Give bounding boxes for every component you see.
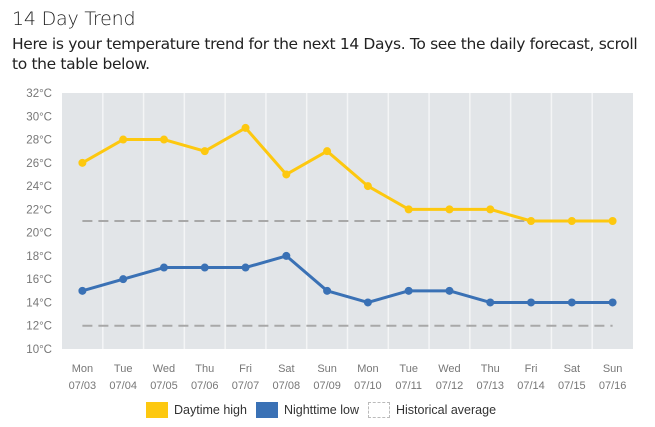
y-tick-label: 28°C xyxy=(26,135,52,147)
nighttime-data-point xyxy=(363,298,372,307)
x-tick-day-label: Fri xyxy=(239,363,252,375)
daytime-data-point xyxy=(486,205,495,214)
legend-item-daytime[interactable]: Daytime high xyxy=(146,402,247,418)
x-tick-day-label: Thu xyxy=(195,363,214,375)
nighttime-data-point xyxy=(445,286,454,295)
nighttime-data-point xyxy=(159,263,168,272)
daytime-data-point xyxy=(608,217,617,225)
nighttime-data-point xyxy=(323,286,332,295)
page-subtitle: Here is your temperature trend for the n… xyxy=(12,35,638,73)
daytime-data-point xyxy=(159,135,168,144)
x-tick-date-label: 07/14 xyxy=(517,380,545,392)
y-tick-label: 32°C xyxy=(26,88,52,100)
x-tick-date-label: 07/06 xyxy=(191,380,219,392)
x-tick-date-label: 07/09 xyxy=(313,380,341,392)
daytime-data-point xyxy=(119,135,128,144)
x-tick-day-label: Tue xyxy=(399,363,418,375)
page-title: 14 Day Trend xyxy=(12,8,136,30)
x-tick-day-label: Tue xyxy=(114,363,133,375)
nighttime-swatch-icon xyxy=(255,402,278,418)
y-tick-label: 26°C xyxy=(26,158,52,170)
y-tick-label: 24°C xyxy=(26,181,52,193)
y-tick-label: 22°C xyxy=(26,204,52,216)
y-tick-label: 14°C xyxy=(26,297,52,309)
x-tick-date-label: 07/11 xyxy=(395,380,422,392)
x-tick-day-label: Sun xyxy=(317,363,337,375)
nighttime-data-point xyxy=(282,251,291,260)
temperature-trend-chart: 10°C 12°C 14°C 16°C 18°C 20°C 22°C 24°C 26°C 28°C… xyxy=(26,88,633,392)
daytime-data-point xyxy=(241,123,250,132)
x-tick-day-label: Mon xyxy=(357,363,378,375)
legend-item-nighttime[interactable]: Nighttime low xyxy=(255,402,359,418)
nighttime-data-point xyxy=(404,286,413,295)
nighttime-data-point xyxy=(119,275,128,284)
daytime-data-point xyxy=(282,170,291,179)
daytime-data-point xyxy=(404,205,413,214)
x-tick-day-label: Wed xyxy=(438,363,460,375)
daytime-data-point xyxy=(567,217,576,225)
x-tick-date-label: 07/03 xyxy=(69,380,97,392)
x-tick-date-label: 07/10 xyxy=(354,380,382,392)
daytime-swatch-icon xyxy=(146,402,168,418)
x-tick-date-label: 07/05 xyxy=(150,380,178,392)
nighttime-data-point xyxy=(608,298,617,307)
nighttime-data-point xyxy=(78,286,87,295)
daytime-data-point xyxy=(363,182,372,191)
y-tick-label: 20°C xyxy=(26,228,52,240)
daytime-data-point xyxy=(323,147,332,156)
y-tick-label: 10°C xyxy=(26,344,52,356)
chart-legend: Daytime high Nighttime low Historical av… xyxy=(146,402,505,418)
x-tick-day-label: Thu xyxy=(481,363,500,375)
legend-label-historical: Historical average xyxy=(395,403,497,417)
y-tick-label: 30°C xyxy=(26,111,52,123)
nighttime-data-point xyxy=(200,263,209,272)
x-tick-date-label: 07/16 xyxy=(599,380,627,392)
nighttime-data-point xyxy=(567,298,576,307)
x-tick-date-label: 07/13 xyxy=(476,380,504,392)
daytime-data-point xyxy=(445,205,454,214)
historical-swatch-icon xyxy=(367,402,390,418)
x-tick-day-label: Sat xyxy=(564,363,581,375)
x-tick-day-label: Sun xyxy=(603,363,623,375)
x-tick-date-label: 07/15 xyxy=(558,380,586,392)
x-tick-day-label: Fri xyxy=(525,363,538,375)
y-tick-label: 16°C xyxy=(26,274,52,286)
x-tick-date-label: 07/12 xyxy=(436,380,464,392)
x-tick-date-label: 07/04 xyxy=(109,380,137,392)
legend-label-daytime: Daytime high xyxy=(174,403,247,417)
nighttime-series-line xyxy=(81,254,613,304)
nighttime-data-point xyxy=(241,263,250,272)
legend-label-nighttime: Nighttime low xyxy=(283,403,359,417)
x-tick-day-label: Sat xyxy=(278,363,295,375)
legend-item-historical[interactable]: Historical average xyxy=(367,402,497,418)
nighttime-data-point xyxy=(527,298,536,307)
daytime-data-point xyxy=(78,158,87,167)
x-tick-date-label: 07/08 xyxy=(273,380,301,392)
nighttime-data-point xyxy=(486,298,495,307)
daytime-data-point xyxy=(200,147,209,156)
x-tick-day-label: Wed xyxy=(153,363,175,375)
daytime-data-point xyxy=(527,217,536,225)
y-tick-label: 18°C xyxy=(26,251,52,263)
x-tick-day-label: Mon xyxy=(72,363,93,375)
daytime-series-line xyxy=(81,126,613,223)
x-tick-date-label: 07/07 xyxy=(232,380,260,392)
y-tick-label: 12°C xyxy=(26,321,52,333)
